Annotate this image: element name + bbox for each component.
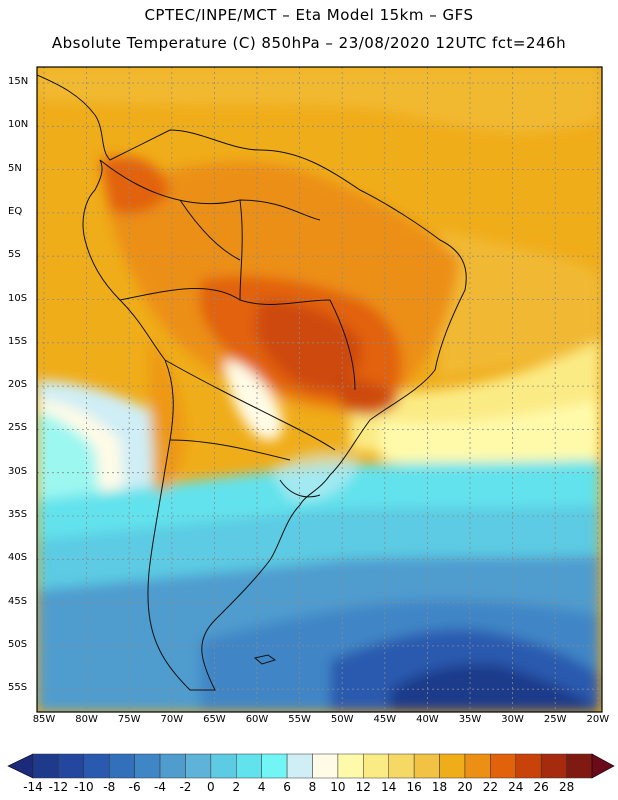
colorbar: [7, 753, 615, 779]
lon-label: 35W: [458, 714, 482, 725]
colorbar-swatch: [108, 753, 135, 779]
colorbar-label: 26: [533, 780, 549, 794]
lon-label: 60W: [245, 714, 269, 725]
colorbar-over-arrow: [591, 753, 615, 779]
lat-label: 10S: [8, 292, 28, 304]
colorbar-label: 16: [406, 780, 422, 794]
lon-label: 80W: [75, 714, 98, 725]
colorbar-label: 4: [257, 780, 266, 794]
lon-label: 85W: [32, 714, 56, 725]
lat-label: 40S: [8, 552, 28, 564]
colorbar-label: 28: [558, 780, 575, 794]
colorbar-swatch: [312, 753, 339, 779]
colorbar-swatch: [413, 753, 440, 779]
colorbar-swatch: [363, 753, 389, 779]
lon-label: 75W: [117, 714, 141, 725]
lat-label: 45S: [8, 595, 28, 607]
colorbar-swatch: [32, 753, 59, 779]
colorbar-swatch: [210, 753, 237, 779]
colorbar-swatch: [83, 753, 110, 779]
coastlines: [37, 74, 467, 691]
lat-label: 30S: [8, 465, 28, 477]
lat-label: 50S: [8, 638, 28, 650]
colorbar-swatch: [439, 753, 466, 779]
colorbar-label: -6: [128, 780, 141, 794]
lat-label: 55S: [8, 682, 28, 694]
colorbar-swatch: [286, 753, 313, 779]
colorbar-label: 2: [232, 780, 241, 794]
lat-label: 5N: [8, 162, 22, 174]
lon-label: 20W: [586, 714, 610, 725]
colorbar-label: -12: [48, 780, 69, 794]
colorbar-swatch: [388, 753, 415, 779]
colorbar-label: 10: [330, 780, 346, 794]
lon-label: 30W: [501, 714, 524, 725]
chart-title-line1: CPTEC/INPE/MCT – Eta Model 15km – GFS: [144, 6, 474, 24]
colorbar-swatch: [134, 753, 161, 779]
lat-label: 10N: [8, 119, 29, 131]
colorbar-label: -14: [23, 780, 43, 794]
colorbar-label: -8: [103, 780, 116, 794]
chart-title-line2: Absolute Temperature (C) 850hPa – 23/08/…: [51, 34, 567, 52]
colorbar-label: 6: [283, 780, 291, 794]
lat-label: 15N: [8, 76, 29, 87]
lon-label: 25W: [543, 714, 567, 725]
lat-label: 20S: [8, 379, 28, 391]
colorbar-swatch: [261, 753, 288, 779]
lat-label: 25S: [8, 422, 28, 434]
colorbar-label: 20: [457, 780, 473, 794]
colorbar-label: 22: [482, 780, 498, 794]
lon-label: 65W: [203, 714, 226, 725]
lon-label: 55W: [288, 714, 311, 725]
colorbar-swatch: [515, 753, 542, 779]
colorbar-label: 24: [508, 780, 524, 794]
colorbar-under-arrow: [7, 753, 34, 779]
lat-label: EQ: [8, 205, 23, 217]
lon-label: 40W: [416, 714, 439, 725]
colorbar-label: 14: [381, 780, 397, 794]
graticule: [37, 67, 602, 712]
colorbar-label: -2: [179, 780, 192, 794]
colorbar-label: 8: [308, 780, 317, 794]
lat-label: 5S: [8, 249, 21, 261]
colorbar-label: 12: [355, 780, 371, 794]
colorbar-swatch: [490, 753, 517, 779]
lon-label: 45W: [373, 714, 397, 725]
colorbar-swatch: [566, 753, 593, 779]
colorbar-swatch: [159, 753, 186, 779]
colorbar-swatch: [464, 753, 491, 779]
colorbar-swatch: [236, 753, 262, 779]
temperature-field: [37, 67, 602, 712]
colorbar-swatch: [337, 753, 364, 779]
lon-label: 50W: [330, 714, 354, 725]
lon-label: 70W: [160, 714, 184, 725]
colorbar-swatch: [58, 753, 85, 779]
colorbar-label: -10: [74, 780, 94, 794]
colorbar-label: 0: [207, 780, 215, 794]
colorbar-label: -4: [154, 780, 167, 794]
colorbar-swatch: [185, 753, 212, 779]
colorbar-label: 18: [431, 780, 448, 794]
map-frame: [36, 66, 603, 713]
lat-label: 15S: [8, 335, 28, 347]
lat-label: 35S: [8, 509, 28, 520]
colorbar-swatch: [540, 753, 567, 779]
